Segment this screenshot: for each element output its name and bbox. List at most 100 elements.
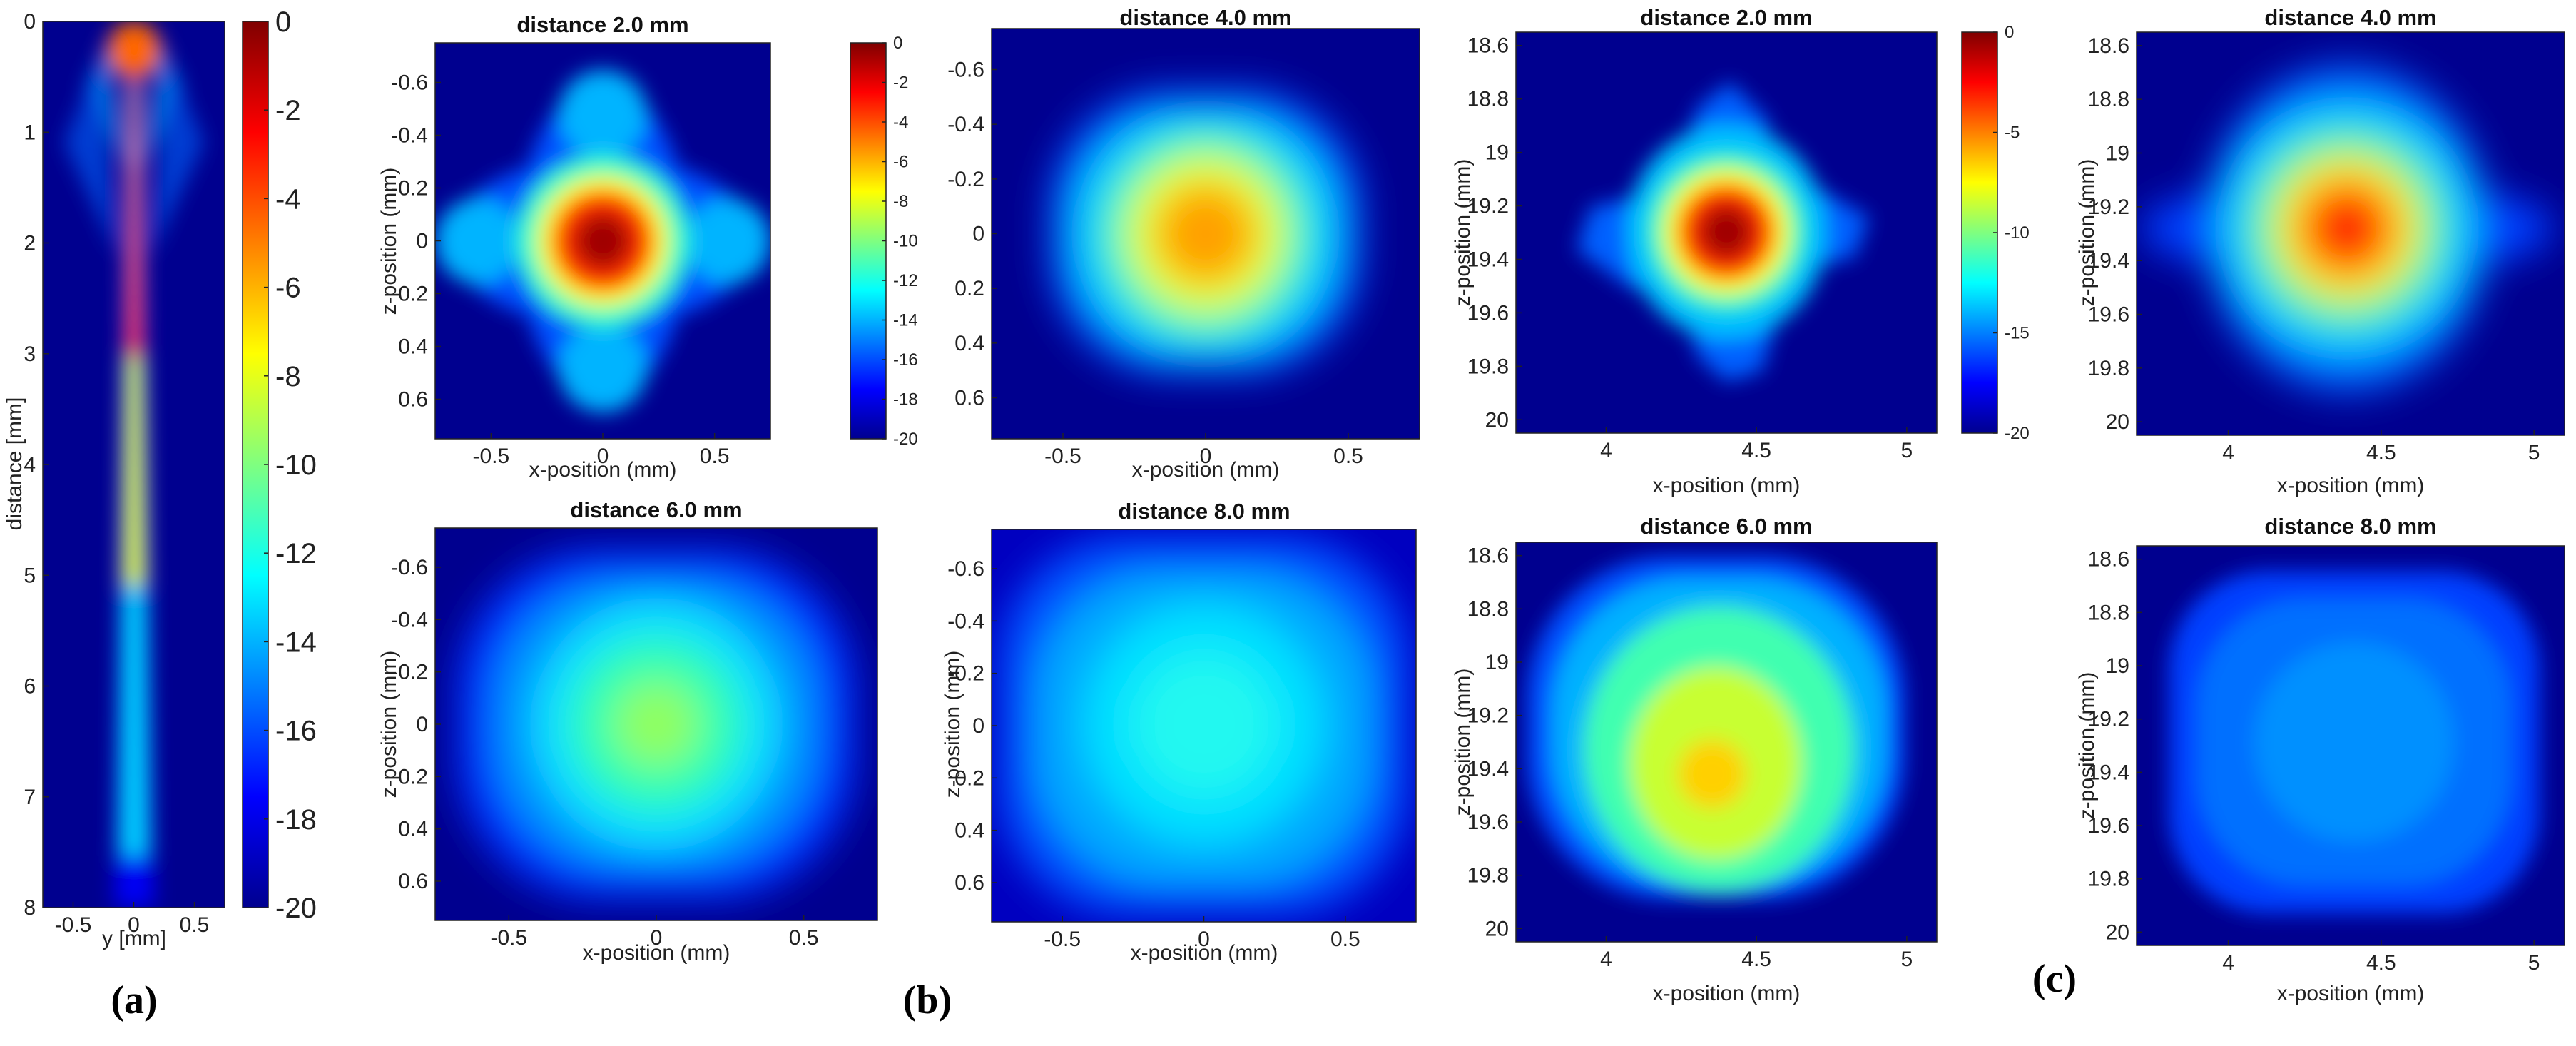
- panel-b1-title: distance 2.0 mm: [516, 12, 688, 37]
- panel-c3: distance 6.0 mm x-position (mm) z-positi…: [1451, 514, 1938, 1005]
- x-tick-label: 0.5: [1330, 928, 1360, 951]
- y-tick-label: 18.6: [1467, 34, 1509, 58]
- panel-b1: distance 2.0 mm x-position (mm) z-positi…: [377, 12, 918, 482]
- y-tick-label: 19: [1485, 141, 1509, 165]
- colorbar-tick-label: 0: [893, 34, 902, 53]
- y-tick-label: 19.8: [1467, 355, 1509, 378]
- colorbar-tick-label: -8: [275, 361, 301, 392]
- colorbar-tick-label: -2: [275, 95, 301, 126]
- panel-c1-ylabel: z-position (mm): [1451, 159, 1475, 307]
- x-tick-label: -0.5: [55, 913, 92, 937]
- colorbar-tick-label: -10: [893, 232, 918, 251]
- y-tick-label: 6: [24, 675, 36, 699]
- colorbar-tick-label: -10: [275, 450, 317, 481]
- x-tick-label: 4.5: [2366, 951, 2396, 975]
- colorbar-tick-label: -8: [893, 192, 908, 211]
- colorbar-tick-label: -18: [893, 390, 918, 410]
- panel-a-ylabel: distance [mm]: [3, 397, 26, 531]
- panel-b1-ylabel: z-position (mm): [377, 168, 401, 315]
- panel-b1-xlabel: x-position (mm): [529, 458, 677, 482]
- y-tick-label: 0.6: [954, 387, 984, 410]
- y-tick-label: 19.2: [2088, 196, 2129, 219]
- colorbar-tick-label: -12: [893, 271, 918, 290]
- x-tick-label: 0: [1198, 928, 1210, 951]
- panel-c3-title: distance 6.0 mm: [1640, 514, 1812, 539]
- x-tick-label: 4.5: [1741, 948, 1771, 971]
- y-tick-label: -0.6: [391, 556, 428, 579]
- x-tick-label: 4: [2222, 441, 2234, 464]
- x-tick-label: 5: [2528, 441, 2540, 464]
- y-tick-label: -0.2: [947, 662, 984, 686]
- y-tick-label: -0.2: [391, 661, 428, 684]
- colorbar-tick-label: -12: [275, 538, 317, 569]
- panel-c2: distance 4.0 mm x-position (mm) z-positi…: [2075, 5, 2565, 497]
- panel-c1-xlabel: x-position (mm): [1653, 474, 1801, 497]
- panel-c2-ylabel: z-position (mm): [2075, 159, 2099, 307]
- panel-c3-ylabel: z-position (mm): [1451, 669, 1475, 816]
- y-tick-label: -0.4: [391, 124, 428, 148]
- panel-a-xlabel: y [mm]: [102, 927, 166, 950]
- x-tick-label: -0.5: [490, 926, 527, 950]
- panel-c2-title: distance 4.0 mm: [2264, 5, 2436, 30]
- panel-b3-title: distance 6.0 mm: [570, 497, 742, 522]
- x-tick-label: -0.5: [1044, 445, 1081, 468]
- y-tick-label: 18.6: [1467, 544, 1509, 568]
- x-tick-label: 0.5: [1333, 445, 1363, 468]
- y-tick-label: 19.2: [1467, 704, 1509, 728]
- y-tick-label: 8: [24, 896, 36, 920]
- y-tick-label: 19.4: [1467, 757, 1509, 781]
- panel-b2: distance 4.0 mm x-position (mm) -0.5 0 0.5…: [947, 5, 1420, 482]
- y-tick-label: 19: [2106, 654, 2129, 678]
- y-tick-label: 19.6: [1467, 301, 1509, 325]
- panel-a-label: (a): [111, 978, 157, 1022]
- panel-a-plot: [43, 21, 225, 908]
- y-tick-label: 0: [416, 713, 428, 736]
- colorbar-tick-label: -6: [893, 153, 908, 172]
- y-tick-label: 19.8: [1467, 864, 1509, 888]
- y-tick-label: -0.4: [391, 608, 428, 631]
- panel-b4-title: distance 8.0 mm: [1118, 499, 1290, 524]
- panel-c4-xlabel: x-position (mm): [2277, 982, 2425, 1005]
- y-tick-label: -0.6: [947, 59, 984, 82]
- colorbar-tick-label: -14: [893, 311, 918, 330]
- x-tick-label: 4: [2222, 951, 2234, 975]
- panel-b4-xlabel: x-position (mm): [1131, 941, 1278, 965]
- x-tick-label: -0.5: [472, 445, 509, 468]
- colorbar-tick-label: -16: [275, 716, 317, 747]
- y-tick-label: 19: [2106, 142, 2129, 166]
- y-tick-label: -0.2: [947, 168, 984, 191]
- panel-b: distance 2.0 mm x-position (mm) z-positi…: [377, 5, 1420, 1022]
- y-tick-label: 3: [24, 342, 36, 366]
- panel-c4-title: distance 8.0 mm: [2264, 514, 2436, 539]
- x-tick-label: 4: [1600, 948, 1612, 971]
- panel-c1: distance 2.0 mm x-position (mm) z-positi…: [1451, 5, 2030, 497]
- colorbar-tick-label: -16: [893, 350, 918, 370]
- colorbar-tick-label: 0: [275, 6, 291, 38]
- y-tick-label: 0.6: [398, 388, 428, 412]
- y-tick-label: 19.8: [2088, 868, 2129, 891]
- x-tick-label: 5: [1901, 439, 1913, 462]
- y-tick-label: 0.6: [954, 871, 984, 895]
- x-tick-label: 0: [128, 913, 140, 937]
- y-tick-label: 18.8: [2088, 601, 2129, 624]
- colorbar-tick-label: -5: [2005, 123, 2020, 143]
- x-tick-label: 0: [651, 926, 663, 950]
- y-tick-label: 19.4: [1467, 248, 1509, 271]
- y-tick-label: 19.6: [2088, 303, 2129, 327]
- panel-b3-ylabel: z-position (mm): [377, 651, 401, 798]
- colorbar-tick-label: -20: [275, 893, 317, 924]
- y-tick-label: 19.2: [1467, 195, 1509, 218]
- colorbar-tick-label: -6: [275, 273, 301, 304]
- colorbar-tick-label: -2: [893, 73, 908, 93]
- y-tick-label: 0: [416, 230, 428, 253]
- y-tick-label: 0.4: [398, 818, 428, 841]
- y-tick-label: 18.8: [2088, 88, 2129, 111]
- colorbar-tick-label: -4: [893, 113, 908, 132]
- y-tick-label: 0.2: [954, 277, 984, 300]
- y-tick-label: 0.2: [398, 283, 428, 306]
- panel-b3-xlabel: x-position (mm): [583, 941, 730, 965]
- y-tick-label: 0.6: [398, 870, 428, 893]
- y-tick-label: 0: [24, 10, 36, 34]
- panel-c4-ylabel: z-position (mm): [2075, 672, 2099, 820]
